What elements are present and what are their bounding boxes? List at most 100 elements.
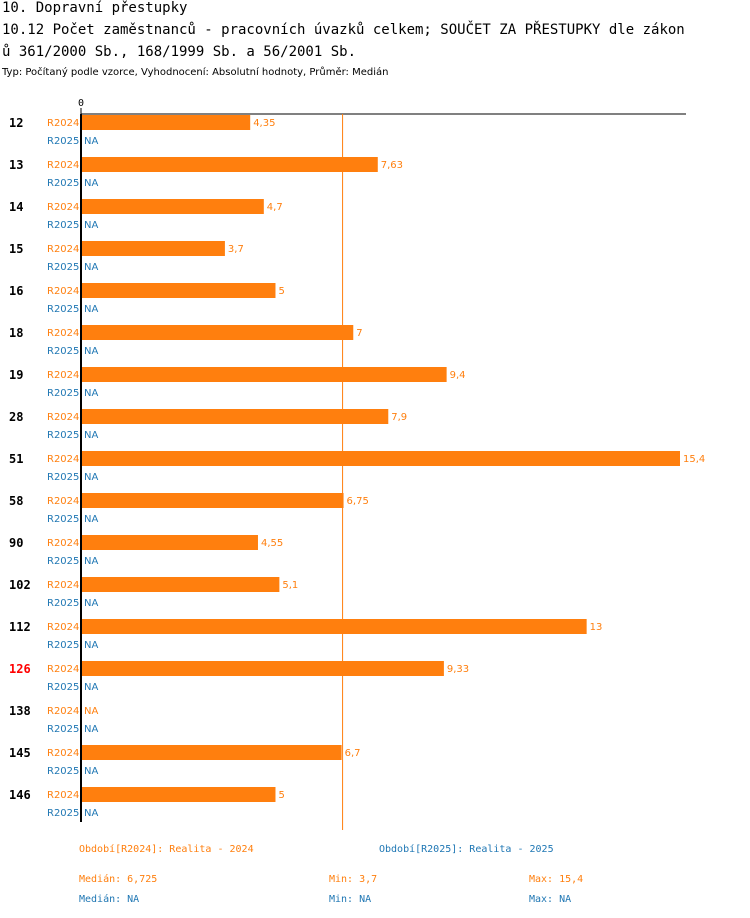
value-label-r2025: NA bbox=[84, 136, 98, 147]
series-label-r2025: R2025 bbox=[47, 178, 79, 189]
series-label-r2025: R2025 bbox=[47, 262, 79, 273]
series-label-r2024: R2024 bbox=[47, 370, 79, 381]
chart-subtitle: Typ: Počítaný podle vzorce, Vyhodnocení:… bbox=[2, 67, 389, 78]
value-label-r2024: 6,7 bbox=[345, 748, 361, 759]
series-label-r2024: R2024 bbox=[47, 202, 79, 213]
bar-r2024 bbox=[81, 283, 276, 298]
value-label-r2024: 4,55 bbox=[261, 538, 283, 549]
value-label-r2024: 5 bbox=[278, 790, 284, 801]
page-title: 10. Dopravní přestupky bbox=[2, 0, 188, 16]
bar-r2024 bbox=[81, 577, 280, 592]
series-label-r2024: R2024 bbox=[47, 160, 79, 171]
series-label-r2024: R2024 bbox=[47, 664, 79, 675]
stat-max-r2025: Max: NA bbox=[529, 894, 572, 905]
value-label-r2025: NA bbox=[84, 220, 98, 231]
category-label: 126 bbox=[9, 662, 31, 676]
series-label-r2025: R2025 bbox=[47, 598, 79, 609]
category-label: 112 bbox=[9, 620, 31, 634]
value-label-r2025: NA bbox=[84, 682, 98, 693]
value-label-r2025: NA bbox=[84, 514, 98, 525]
series-label-r2025: R2025 bbox=[47, 430, 79, 441]
value-label-r2025: NA bbox=[84, 598, 98, 609]
value-label-r2024: 5 bbox=[278, 286, 284, 297]
category-label: 102 bbox=[9, 578, 31, 592]
bar-r2024 bbox=[81, 409, 389, 424]
value-label-r2024: 13 bbox=[590, 622, 603, 633]
series-label-r2025: R2025 bbox=[47, 724, 79, 735]
stat-median-r2025: Medián: NA bbox=[79, 894, 140, 905]
series-label-r2025: R2025 bbox=[47, 472, 79, 483]
series-label-r2024: R2024 bbox=[47, 706, 79, 717]
series-label-r2024: R2024 bbox=[47, 538, 79, 549]
series-label-r2025: R2025 bbox=[47, 556, 79, 567]
series-label-r2024: R2024 bbox=[47, 496, 79, 507]
value-label-r2025: NA bbox=[84, 808, 98, 819]
bar-r2024 bbox=[81, 325, 354, 340]
value-label-r2025: NA bbox=[84, 724, 98, 735]
value-label-r2024: 6,75 bbox=[347, 496, 369, 507]
category-label: 145 bbox=[9, 746, 31, 760]
legend-r2025: Období[R2025]: Realita - 2025 bbox=[379, 844, 554, 855]
category-label: 15 bbox=[9, 242, 23, 256]
category-label: 90 bbox=[9, 536, 23, 550]
value-label-r2025: NA bbox=[84, 472, 98, 483]
bar-r2024 bbox=[81, 619, 587, 634]
series-label-r2024: R2024 bbox=[47, 790, 79, 801]
bar-r2024 bbox=[81, 661, 444, 676]
category-label: 146 bbox=[9, 788, 31, 802]
series-label-r2025: R2025 bbox=[47, 514, 79, 525]
value-label-r2024: NA bbox=[84, 706, 98, 717]
series-label-r2024: R2024 bbox=[47, 118, 79, 129]
series-label-r2024: R2024 bbox=[47, 454, 79, 465]
value-label-r2024: 7,63 bbox=[381, 160, 403, 171]
stat-median-r2024: Medián: 6,725 bbox=[79, 874, 158, 885]
value-label-r2025: NA bbox=[84, 304, 98, 315]
bar-r2024 bbox=[81, 241, 225, 256]
series-label-r2024: R2024 bbox=[47, 328, 79, 339]
value-label-r2024: 3,7 bbox=[228, 244, 244, 255]
category-label: 13 bbox=[9, 158, 23, 172]
value-label-r2024: 4,7 bbox=[267, 202, 283, 213]
series-label-r2024: R2024 bbox=[47, 580, 79, 591]
value-label-r2024: 4,35 bbox=[253, 118, 275, 129]
value-label-r2025: NA bbox=[84, 556, 98, 567]
value-label-r2025: NA bbox=[84, 430, 98, 441]
series-label-r2025: R2025 bbox=[47, 346, 79, 357]
value-label-r2025: NA bbox=[84, 640, 98, 651]
value-label-r2025: NA bbox=[84, 178, 98, 189]
bar-r2024 bbox=[81, 367, 447, 382]
category-label: 18 bbox=[9, 326, 23, 340]
value-label-r2024: 9,33 bbox=[447, 664, 469, 675]
value-label-r2024: 7,9 bbox=[391, 412, 407, 423]
bar-r2024 bbox=[81, 745, 342, 760]
series-label-r2025: R2025 bbox=[47, 220, 79, 231]
bar-r2024 bbox=[81, 451, 680, 466]
series-label-r2025: R2025 bbox=[47, 766, 79, 777]
category-label: 16 bbox=[9, 284, 23, 298]
value-label-r2025: NA bbox=[84, 262, 98, 273]
chart-title: 10.12 Počet zaměstnanců - pracovních úva… bbox=[2, 22, 685, 38]
bar-r2024 bbox=[81, 787, 276, 802]
series-label-r2024: R2024 bbox=[47, 622, 79, 633]
category-label: 51 bbox=[9, 452, 23, 466]
bar-r2024 bbox=[81, 115, 251, 130]
stat-min-r2024: Min: 3,7 bbox=[329, 874, 378, 885]
category-label: 28 bbox=[9, 410, 23, 424]
category-label: 58 bbox=[9, 494, 23, 508]
value-label-r2024: 7 bbox=[356, 328, 362, 339]
bar-r2024 bbox=[81, 493, 344, 508]
value-label-r2025: NA bbox=[84, 388, 98, 399]
value-label-r2024: 5,1 bbox=[282, 580, 298, 591]
bar-chart: 0 12 R2024 4,35 R2025 NA 13 R2024 7,63 R2025 NA 14 R… bbox=[9, 98, 705, 830]
value-label-r2025: NA bbox=[84, 346, 98, 357]
chart-title-continued: ů 361/2000 Sb., 168/1999 Sb. a 56/2001 S… bbox=[2, 44, 357, 60]
series-label-r2024: R2024 bbox=[47, 748, 79, 759]
x-axis-zero-label: 0 bbox=[78, 98, 84, 109]
bar-r2024 bbox=[81, 157, 378, 172]
stat-max-r2024: Max: 15,4 bbox=[529, 874, 584, 885]
value-label-r2025: NA bbox=[84, 766, 98, 777]
category-label: 138 bbox=[9, 704, 31, 718]
category-label: 19 bbox=[9, 368, 23, 382]
series-label-r2025: R2025 bbox=[47, 682, 79, 693]
bar-r2024 bbox=[81, 535, 258, 550]
